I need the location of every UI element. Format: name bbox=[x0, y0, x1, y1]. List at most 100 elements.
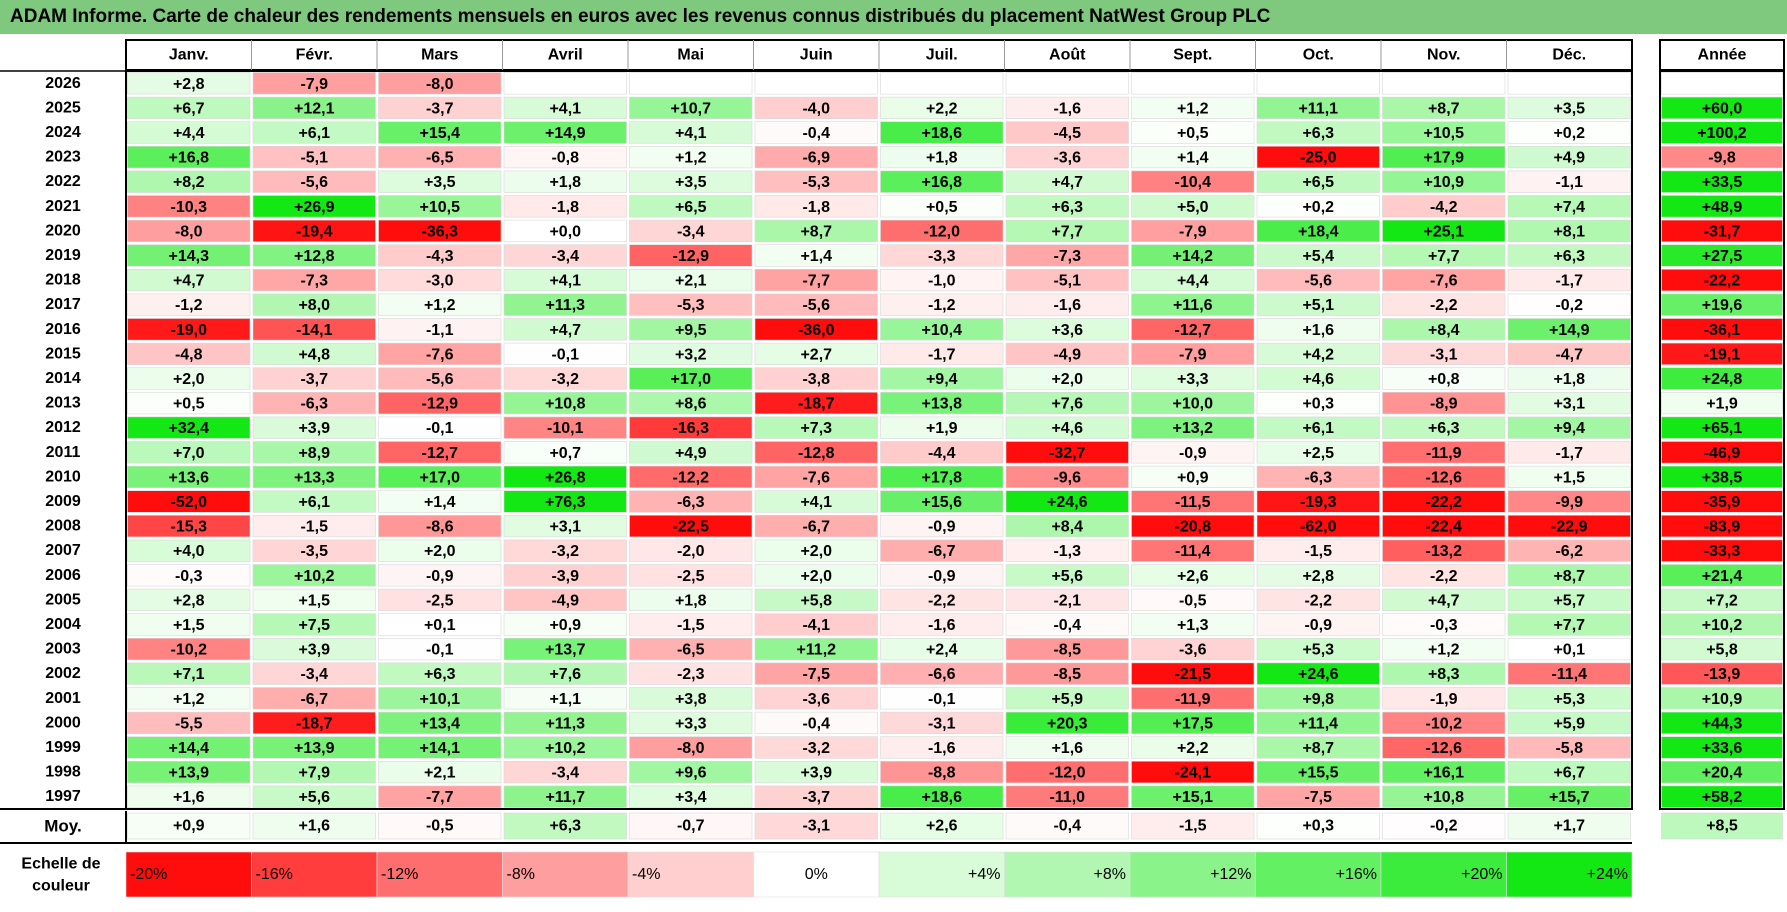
year-label-2016: 2016 bbox=[45, 321, 81, 338]
heatmap-cell bbox=[629, 195, 753, 218]
heatmap-cell bbox=[1131, 121, 1255, 144]
cell-value: +4,0 bbox=[173, 543, 205, 560]
heatmap-cell bbox=[1256, 687, 1380, 710]
heatmap-cell bbox=[1507, 736, 1631, 759]
heatmap-cell bbox=[503, 662, 627, 685]
cell-value: +15,5 bbox=[1298, 765, 1339, 782]
cell-value: +3,8 bbox=[675, 691, 707, 708]
heatmap-cell bbox=[1256, 268, 1380, 292]
scale-label-line2: couleur bbox=[32, 878, 90, 895]
scale-label: +16% bbox=[1336, 866, 1377, 883]
heatmap-cell bbox=[754, 244, 878, 267]
cell-value: +10,9 bbox=[1424, 174, 1465, 191]
cell-value: -0,9 bbox=[1304, 617, 1332, 634]
cell-value: -5,1 bbox=[300, 150, 328, 167]
year-label-2023: 2023 bbox=[45, 149, 81, 166]
cell-value: +4,2 bbox=[1302, 346, 1334, 363]
cell-value: +5,3 bbox=[1302, 642, 1334, 659]
heatmap-cell bbox=[503, 391, 627, 415]
heatmap-cell bbox=[629, 293, 753, 316]
heatmap-cell bbox=[754, 342, 878, 366]
cell-value: -7,6 bbox=[802, 469, 830, 486]
cell-value: -0,9 bbox=[426, 568, 454, 585]
heatmap-cell bbox=[378, 490, 502, 513]
year-label-2003: 2003 bbox=[45, 641, 81, 658]
heatmap-cell bbox=[754, 441, 878, 464]
cell-value: -4,3 bbox=[426, 248, 454, 265]
heatmap-cell bbox=[1131, 613, 1255, 636]
cell-value: +9,5 bbox=[675, 322, 707, 339]
cell-value: +20,3 bbox=[1047, 715, 1088, 732]
cell-value: +6,1 bbox=[298, 125, 330, 142]
heatmap-cell bbox=[503, 146, 627, 169]
heatmap-cell bbox=[1382, 318, 1506, 341]
cell-value: +0,2 bbox=[1553, 125, 1585, 142]
heatmap-cell bbox=[880, 637, 1004, 661]
cell-value: +1,8 bbox=[1553, 371, 1585, 388]
heatmap-cell bbox=[127, 465, 251, 489]
heatmap-cell bbox=[252, 662, 376, 685]
heatmap-cell bbox=[1005, 170, 1129, 193]
year-label-2001: 2001 bbox=[45, 690, 81, 707]
heatmap-cell bbox=[629, 539, 753, 562]
heatmap-cell bbox=[252, 293, 376, 316]
annual-cell bbox=[1661, 342, 1783, 366]
cell-value: +2,7 bbox=[800, 346, 832, 363]
cell-value: -3,9 bbox=[551, 568, 579, 585]
heatmap-cell bbox=[754, 465, 878, 489]
cell-value: -1,8 bbox=[551, 199, 579, 216]
heatmap-cell bbox=[1005, 441, 1129, 464]
cell-value: +1,4 bbox=[424, 494, 456, 511]
cell-value: -20,8 bbox=[1175, 519, 1212, 536]
heatmap-cell bbox=[880, 711, 1004, 734]
heatmap-cell bbox=[1507, 613, 1631, 636]
cell-value: -12,6 bbox=[1426, 469, 1463, 486]
heatmap-cell bbox=[378, 367, 502, 390]
heatmap-cell bbox=[1005, 588, 1129, 611]
cell-value: -6,6 bbox=[928, 666, 956, 683]
annual-value: +100,2 bbox=[1697, 125, 1746, 142]
heatmap-cell bbox=[378, 416, 502, 439]
annual-value: +7,2 bbox=[1706, 592, 1738, 609]
annual-cell bbox=[1661, 613, 1783, 636]
heatmap-cell bbox=[127, 613, 251, 636]
cell-value: -1,6 bbox=[928, 617, 956, 634]
heatmap-cell bbox=[1382, 687, 1506, 710]
heatmap-cell bbox=[1131, 219, 1255, 243]
cell-value: -3,2 bbox=[551, 543, 579, 560]
annual-value: +10,9 bbox=[1702, 691, 1743, 708]
cell-value: -8,0 bbox=[426, 76, 454, 93]
heatmap-cell bbox=[1256, 367, 1380, 390]
annual-cell bbox=[1661, 637, 1783, 661]
cell-value: +24,6 bbox=[1047, 494, 1088, 511]
cell-value: +2,2 bbox=[926, 100, 958, 117]
heatmap-cell bbox=[1382, 391, 1506, 415]
heatmap-cell bbox=[754, 268, 878, 292]
cell-value: +7,5 bbox=[298, 617, 330, 634]
heatmap-cell bbox=[1507, 96, 1631, 119]
heatmap-cell bbox=[252, 465, 376, 489]
heatmap-cell bbox=[503, 72, 627, 95]
cell-value: +76,3 bbox=[545, 494, 586, 511]
cell-value: +10,5 bbox=[420, 199, 461, 216]
cell-value: -0,9 bbox=[1179, 445, 1207, 462]
heatmap-cell bbox=[1131, 318, 1255, 341]
cell-value: +26,8 bbox=[545, 469, 586, 486]
cell-value: -2,2 bbox=[1430, 568, 1458, 585]
heatmap-cell bbox=[1382, 416, 1506, 439]
cell-value: +0,5 bbox=[926, 199, 958, 216]
cell-value: +26,9 bbox=[294, 199, 335, 216]
heatmap-cell bbox=[127, 760, 251, 784]
annual-cell bbox=[1661, 293, 1783, 316]
cell-value: +6,3 bbox=[1553, 248, 1585, 265]
cell-value: -10,4 bbox=[1175, 174, 1212, 191]
cell-value: -4,4 bbox=[928, 445, 956, 462]
heatmap-cell bbox=[1382, 711, 1506, 734]
cell-value: -3,4 bbox=[551, 765, 579, 782]
cell-value: +14,3 bbox=[169, 248, 210, 265]
cell-value: -3,2 bbox=[802, 740, 830, 757]
scale-label: +4% bbox=[968, 866, 1000, 883]
heatmap-cell bbox=[1507, 342, 1631, 366]
cell-value: -6,3 bbox=[300, 396, 328, 413]
cell-value: +3,1 bbox=[1553, 396, 1585, 413]
